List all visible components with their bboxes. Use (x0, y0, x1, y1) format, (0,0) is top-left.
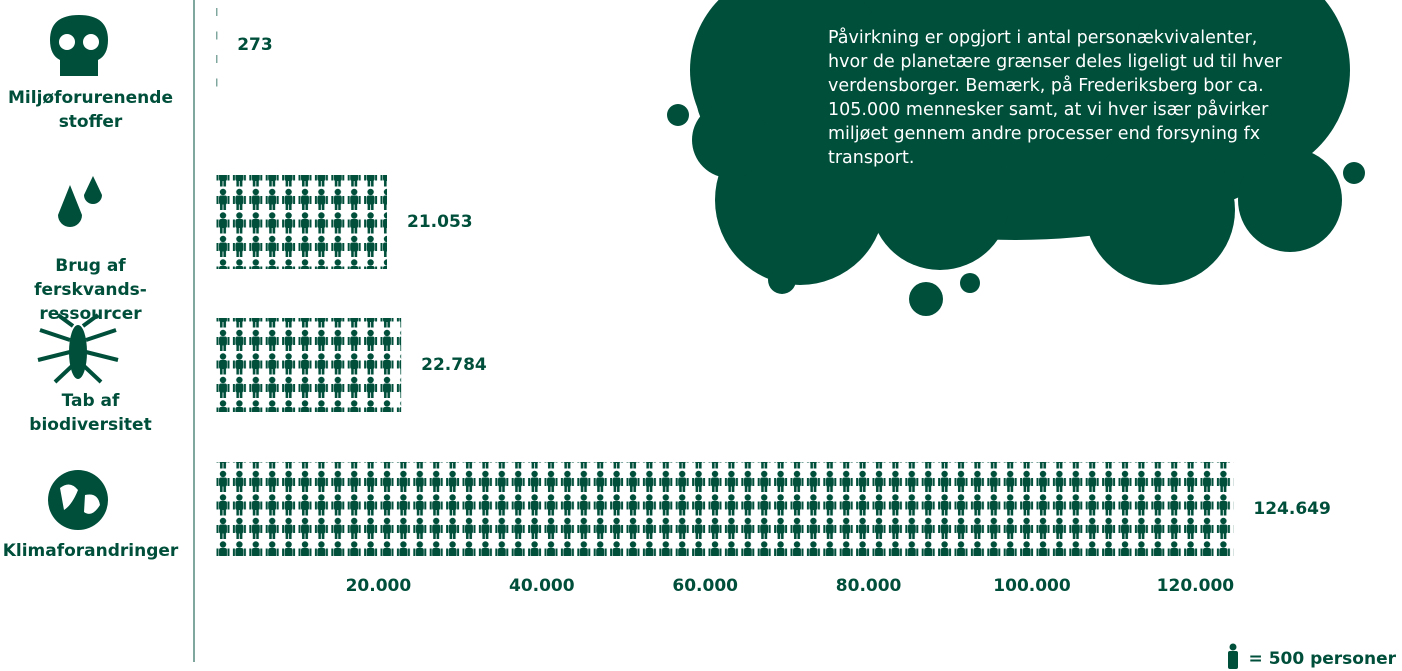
legend: = 500 personer (1223, 643, 1396, 669)
x-tick-label: 20.000 (346, 576, 412, 596)
x-tick-label: 120.000 (1157, 576, 1235, 596)
category-label: Miljøforurenende stoffer (8, 88, 173, 132)
category-label: Brug af ferskvands-ressourcer (34, 256, 147, 324)
bar (215, 318, 402, 412)
bar (215, 175, 388, 269)
legend-text: = 500 personer (1248, 649, 1396, 669)
value-label: 124.649 (1253, 499, 1330, 519)
x-tick-label: 80.000 (836, 576, 902, 596)
value-label: 273 (237, 35, 273, 55)
legend-icon (1227, 643, 1238, 669)
x-tick-label: 100.000 (993, 576, 1071, 596)
category-label: Tab af biodiversitet (29, 391, 152, 435)
value-label: 21.053 (407, 212, 473, 232)
bar (215, 0, 218, 92)
x-tick-label: 60.000 (672, 576, 738, 596)
bar (215, 462, 1234, 556)
icons (37, 15, 119, 530)
note: Påvirkning er opgjort i antal personækvi… (828, 28, 1282, 168)
cloud (667, 0, 1365, 316)
value-label: 22.784 (421, 355, 487, 375)
category-label: Klimaforandringer (2, 541, 179, 561)
x-tick-label: 40.000 (509, 576, 575, 596)
